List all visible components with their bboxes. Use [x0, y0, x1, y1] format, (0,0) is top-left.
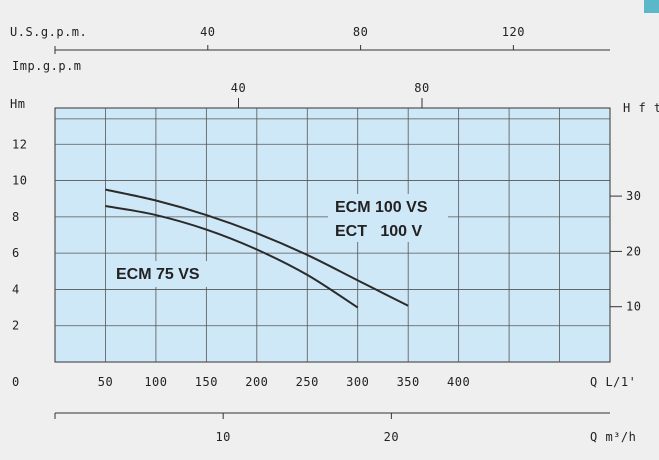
flow-lpm-tick-label: 300	[346, 375, 369, 389]
head-m-tick-label: 8	[12, 210, 20, 224]
curve-series-2	[105, 204, 359, 309]
flow-m3h-unit-label: Q m³/h	[590, 430, 636, 444]
flow-lpm-tick-label: 400	[447, 375, 470, 389]
flow-lpm-tick-label: 150	[195, 375, 218, 389]
plot-area	[54, 107, 611, 363]
head-m-tick-label: 2	[12, 319, 20, 333]
head-m-tick-label: 10	[12, 174, 27, 188]
m3h-tick-label: 10	[215, 430, 230, 444]
usgpm-unit-label: U.S.g.p.m.	[10, 25, 87, 39]
curve-label-background	[328, 194, 448, 242]
head-m-unit-label: Hm	[10, 97, 25, 111]
flow-lpm-tick-label: 100	[144, 375, 167, 389]
flow-lpm-unit-label: Q L/1'	[590, 375, 636, 389]
flow-lpm-tick-label: 50	[98, 375, 113, 389]
m3h-tick-label: 20	[384, 430, 399, 444]
head-ft-tick-label: 10	[626, 300, 641, 314]
flow-lpm-tick-label: 350	[397, 375, 420, 389]
curve-label-background	[112, 261, 224, 287]
axes-layer	[54, 0, 659, 419]
head-m-tick-label: 12	[12, 137, 27, 151]
head-m-tick-label: 4	[12, 282, 20, 296]
head-m-tick-label: 6	[12, 246, 20, 260]
usgpm-tick-label: 80	[353, 25, 368, 39]
impgpm-tick-label: 80	[414, 81, 429, 95]
corner-tab	[644, 0, 659, 13]
head-m-zero-label: 0	[12, 375, 20, 389]
curve-series-1	[105, 188, 409, 307]
head-ft-unit-label: H f t	[623, 101, 659, 115]
impgpm-unit-label: Imp.g.p.m	[12, 59, 82, 73]
usgpm-tick-label: 120	[502, 25, 525, 39]
head-ft-tick-label: 30	[626, 189, 641, 203]
flow-lpm-tick-label: 250	[296, 375, 319, 389]
impgpm-tick-label: 40	[231, 81, 246, 95]
curves-layer	[105, 188, 409, 309]
curve-label-ecm100vs: ECM 100 VS	[335, 199, 428, 216]
curve-label-ecm75vs: ECM 75 VS	[116, 266, 200, 283]
curve-label-ect100v: ECT 100 V	[335, 223, 422, 240]
usgpm-tick-label: 40	[200, 25, 215, 39]
head-ft-tick-label: 20	[626, 244, 641, 258]
flow-lpm-tick-label: 200	[245, 375, 268, 389]
